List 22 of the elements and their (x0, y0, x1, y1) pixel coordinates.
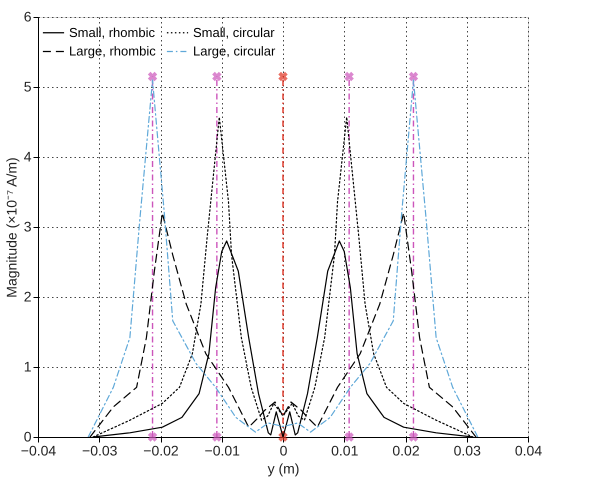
y-tick-label: 5 (24, 78, 32, 94)
y-tick-label: 1 (24, 358, 32, 374)
x-tick-label: 0.02 (392, 442, 420, 458)
x-tick-label: −0.01 (204, 442, 240, 458)
legend-label: Small, circular (193, 24, 276, 40)
x-tick-label: −0.02 (143, 442, 179, 458)
x-tick-label: 0.04 (514, 442, 542, 458)
y-tick-label: 6 (24, 8, 32, 24)
y-tick-label: 2 (24, 288, 32, 304)
x-tick-label: 0.01 (331, 442, 359, 458)
x-tick-label: −0.04 (20, 442, 56, 458)
legend-label: Large, rhombic (69, 44, 156, 58)
x-tick-label: 0 (280, 442, 288, 458)
legend-label: Large, circular (193, 44, 276, 58)
y-axis-title: Magnitude (×10⁻⁷ A/m) (4, 157, 20, 298)
y-tick-label: 0 (24, 428, 32, 444)
x-tick-label: −0.03 (82, 442, 118, 458)
y-tick-label: 3 (24, 218, 32, 234)
x-tick-label: 0.03 (454, 442, 482, 458)
y-tick-label: 4 (24, 148, 32, 164)
x-axis-title: y (m) (268, 460, 300, 476)
legend-label: Small, rhombic (69, 24, 156, 40)
